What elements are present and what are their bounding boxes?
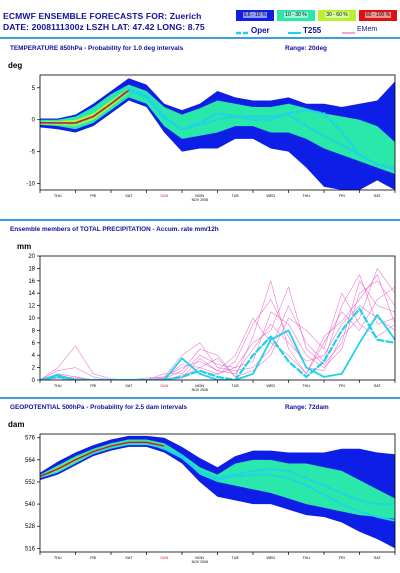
temperature-unit-label: deg [8, 61, 23, 70]
y-tick-label: 540 [25, 502, 36, 508]
series-line-emem [40, 280, 395, 380]
day-label: SUN [160, 384, 168, 388]
y-tick-label: 564 [25, 458, 36, 464]
y-tick-label: 0 [32, 118, 36, 124]
plot-area [40, 78, 395, 190]
y-tick-label: 576 [25, 436, 36, 442]
day-label: SAT [374, 556, 382, 560]
legend-label-oper: Oper [251, 26, 270, 35]
legend-label-t255: T255 [303, 26, 322, 35]
day-label: TUE [231, 384, 239, 388]
temperature-panel-title: TEMPERATURE 850hPa - Probability for 1.0… [10, 45, 184, 52]
series-line-oper [40, 307, 395, 380]
day-label: FRI [339, 194, 345, 198]
day-label: SAT [374, 194, 382, 198]
forecast-location-title: ECMWF ENSEMBLE FORECASTS FOR: Zuerich [3, 11, 202, 21]
day-label: SAT [125, 556, 133, 560]
day-label: SUN [160, 194, 168, 198]
day-label: MON [195, 556, 204, 560]
legend-label-emem: EMem [357, 26, 378, 33]
y-tick-label: 2 [32, 366, 36, 372]
y-tick-label: 0 [32, 378, 36, 384]
day-label: SAT [125, 194, 133, 198]
month-label: NOV 2008 [192, 388, 208, 392]
y-tick-label: -10 [26, 182, 35, 188]
panel-separator [0, 219, 400, 221]
day-label: THU [302, 194, 310, 198]
probability-band-max [40, 441, 165, 478]
day-label: FRI [339, 556, 345, 560]
temperature-range-label: Range: 20deg [285, 45, 327, 52]
y-tick-label: 552 [25, 480, 36, 486]
precipitation-panel-title: Ensemble members of TOTAL PRECIPITATION … [10, 226, 219, 233]
day-label: THU [302, 384, 310, 388]
series-line-t255 [40, 314, 395, 380]
day-label: SUN [160, 556, 168, 560]
day-label: SAT [374, 384, 382, 388]
plot-area [40, 435, 395, 549]
legend-bin-0: 0.6 - 10 % [236, 10, 274, 21]
day-label: FRI [90, 384, 96, 388]
day-label: FRI [90, 556, 96, 560]
y-tick-label: 14 [28, 291, 35, 297]
day-label: SAT [125, 384, 133, 388]
month-label: NOV 2008 [192, 560, 208, 564]
geopotential-chart: 516 528 540 552 564 576 THU FRI SAT SUN MON TUE WED T… [25, 433, 396, 564]
plot-frame [39, 255, 396, 381]
day-label: MON [195, 194, 204, 198]
y-tick-label: 16 [28, 279, 35, 285]
forecast-date-line: DATE: 2008111300z LSZH LAT: 47.42 LONG: … [3, 22, 205, 32]
day-label: FRI [339, 384, 345, 388]
y-tick-label: 8 [32, 328, 36, 334]
series-line-t255 [40, 442, 395, 522]
probability-legend: 0.6 - 10 % 10 - 30 % 30 - 60 % 60 - 100 … [236, 10, 398, 44]
probability-band-max [40, 89, 130, 124]
y-tick-label: 528 [25, 524, 36, 530]
series-line-emem [40, 268, 395, 380]
legend-line-swatches [236, 31, 355, 35]
y-tick-label: 516 [25, 546, 36, 552]
series-line-emem [40, 274, 395, 380]
day-label: THU [54, 194, 62, 198]
probability-band-mid [40, 84, 395, 175]
y-tick-label: 10 [28, 316, 35, 322]
day-label: MON [195, 384, 204, 388]
panel-separator [0, 37, 400, 39]
y-tick-label: -5 [30, 150, 36, 156]
series-line-emem [40, 292, 395, 380]
y-tick-label: 5 [32, 86, 36, 92]
probability-band-low [40, 78, 395, 190]
geopotential-panel-title: GEOPOTENTIAL 500hPa - Probability for 2.… [10, 404, 188, 411]
geopotential-unit-label: dam [8, 420, 25, 429]
precipitation-unit-label: mm [17, 242, 32, 251]
day-label: FRI [90, 194, 96, 198]
month-label: NOV 2008 [192, 198, 208, 202]
day-label: WED [266, 556, 275, 560]
y-tick-label: 20 [28, 254, 35, 260]
panel-separator [0, 397, 400, 399]
series-line-emem [40, 280, 395, 380]
legend-bin-3: 60 - 100 % [359, 10, 397, 21]
day-label: THU [54, 556, 62, 560]
y-tick-label: 12 [28, 304, 35, 310]
day-label: WED [266, 384, 275, 388]
series-line-emem [40, 274, 395, 380]
day-label: THU [54, 384, 62, 388]
day-label: TUE [231, 556, 239, 560]
temperature-chart: -10 -5 0 5 THU FRI SAT SUN MON TUE WED THU FRI SAT NOV… [26, 74, 396, 202]
day-label: TUE [231, 194, 239, 198]
day-label: THU [302, 556, 310, 560]
precipitation-chart: 0 2 4 6 8 10 12 14 16 18 20 THU FRI SAT SUN MON TUE WED TH… [28, 254, 396, 392]
legend-bin-1: 10 - 30 % [277, 10, 315, 21]
day-label: WED [266, 194, 275, 198]
plot-area [40, 268, 395, 380]
y-tick-label: 4 [32, 353, 36, 359]
y-tick-label: 18 [28, 266, 35, 272]
geopotential-range-label: Range: 72dam [285, 404, 329, 411]
y-tick-label: 6 [32, 341, 36, 347]
series-line-emem [40, 280, 395, 380]
legend-bin-2: 30 - 60 % [318, 10, 356, 21]
